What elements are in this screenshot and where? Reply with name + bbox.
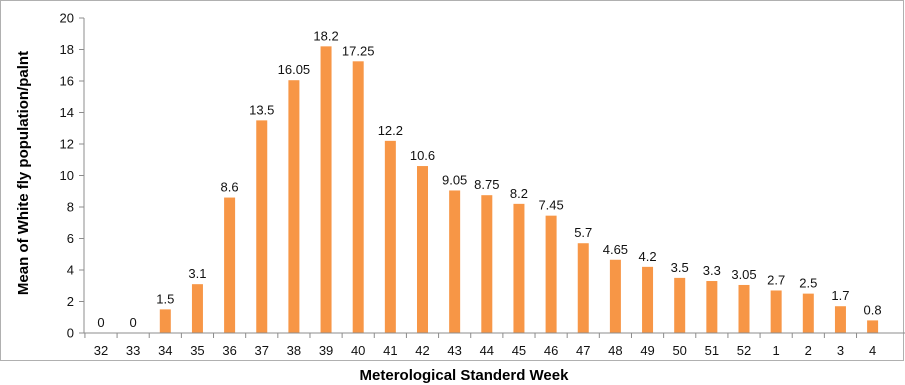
data-label: 16.05 (278, 62, 311, 77)
bar (770, 290, 782, 333)
x-tick-label: 38 (287, 343, 301, 358)
x-axis-title: Meterological Standerd Week (360, 367, 570, 384)
bar (834, 306, 846, 333)
bar (867, 320, 879, 333)
bar (802, 293, 814, 333)
bar (288, 80, 300, 334)
x-tick-label: 48 (608, 343, 622, 358)
data-label: 12.2 (378, 123, 403, 138)
data-label: 4.65 (603, 242, 628, 257)
x-tick-label: 45 (512, 343, 526, 358)
data-label: 13.5 (249, 102, 274, 117)
y-tick-label: 2 (67, 294, 74, 309)
bar-series (159, 46, 879, 334)
x-tick-label: 49 (640, 343, 654, 358)
x-tick-label: 34 (158, 343, 172, 358)
x-tick-label: 32 (94, 343, 108, 358)
bar (449, 190, 461, 333)
data-label: 2.5 (799, 276, 817, 291)
y-tick-label: 0 (67, 326, 74, 341)
bar (320, 46, 332, 333)
x-tick-label: 43 (447, 343, 461, 358)
data-label: 7.45 (538, 198, 563, 213)
bar (577, 243, 589, 333)
y-axis-ticks: 0 2 4 6 8 10 12 14 16 18 20 (60, 11, 84, 341)
data-labels: 0 0 1.5 3.1 8.6 13.5 16.05 18.2 17.25 12.2 10.6 9.0… (97, 28, 881, 330)
x-tick-label: 51 (705, 343, 719, 358)
data-label: 3.05 (731, 267, 756, 282)
y-tick-label: 8 (67, 200, 74, 215)
bar (352, 61, 364, 333)
bar (545, 215, 557, 333)
bar (609, 259, 621, 333)
x-tick-label: 35 (190, 343, 204, 358)
bar (674, 277, 686, 333)
x-tick-label: 39 (319, 343, 333, 358)
data-label: 1.7 (831, 288, 849, 303)
bar (384, 140, 396, 333)
x-tick-label: 41 (383, 343, 397, 358)
x-tick-label: 52 (737, 343, 751, 358)
bar (738, 284, 750, 333)
bar (513, 203, 525, 333)
data-label: 8.2 (510, 186, 528, 201)
y-tick-label: 4 (67, 263, 74, 278)
x-tick-label: 47 (576, 343, 590, 358)
y-tick-label: 20 (60, 11, 74, 26)
bar (256, 120, 268, 333)
data-label: 4.2 (639, 249, 657, 264)
x-tick-label: 44 (480, 343, 494, 358)
y-tick-label: 6 (67, 231, 74, 246)
x-tick-label: 33 (126, 343, 140, 358)
bar (706, 281, 718, 333)
data-label: 8.75 (474, 177, 499, 192)
bar (481, 195, 493, 333)
x-tick-label: 50 (672, 343, 686, 358)
x-tick-label: 46 (544, 343, 558, 358)
bar (417, 166, 428, 333)
data-label: 3.5 (671, 260, 689, 275)
x-tick-label: 3 (837, 343, 844, 358)
data-label: 18.2 (313, 28, 338, 43)
y-tick-label: 16 (60, 74, 74, 89)
y-tick-label: 10 (60, 168, 74, 183)
data-label: 1.5 (156, 291, 174, 306)
data-label: 9.05 (442, 172, 467, 187)
y-tick-label: 18 (60, 42, 74, 57)
data-label: 2.7 (767, 272, 785, 287)
x-tick-label: 1 (773, 343, 780, 358)
data-label: 0 (130, 315, 137, 330)
data-label: 0 (97, 315, 104, 330)
y-axis-title: Mean of White fly population/palnt (15, 51, 32, 295)
data-label: 0.8 (864, 302, 882, 317)
data-label: 3.1 (188, 266, 206, 281)
data-label: 3.3 (703, 263, 721, 278)
x-tick-label: 36 (222, 343, 236, 358)
bar (159, 309, 171, 333)
y-tick-label: 12 (60, 137, 74, 152)
x-tick-label: 40 (351, 343, 365, 358)
x-tick-label: 42 (415, 343, 429, 358)
bar (191, 284, 203, 333)
bar (642, 266, 654, 333)
y-tick-label: 14 (60, 105, 74, 120)
x-tick-label: 4 (869, 343, 876, 358)
data-label: 10.6 (410, 148, 435, 163)
data-label: 17.25 (342, 43, 375, 58)
x-tick-label: 2 (805, 343, 812, 358)
bar (224, 197, 236, 333)
x-axis-ticks: 32 33 34 35 36 37 38 39 40 41 42 43 44 45 46 47 48 49 50 51… (84, 333, 876, 358)
data-label: 8.6 (221, 180, 239, 195)
data-label: 5.7 (574, 225, 592, 240)
x-tick-label: 37 (255, 343, 269, 358)
